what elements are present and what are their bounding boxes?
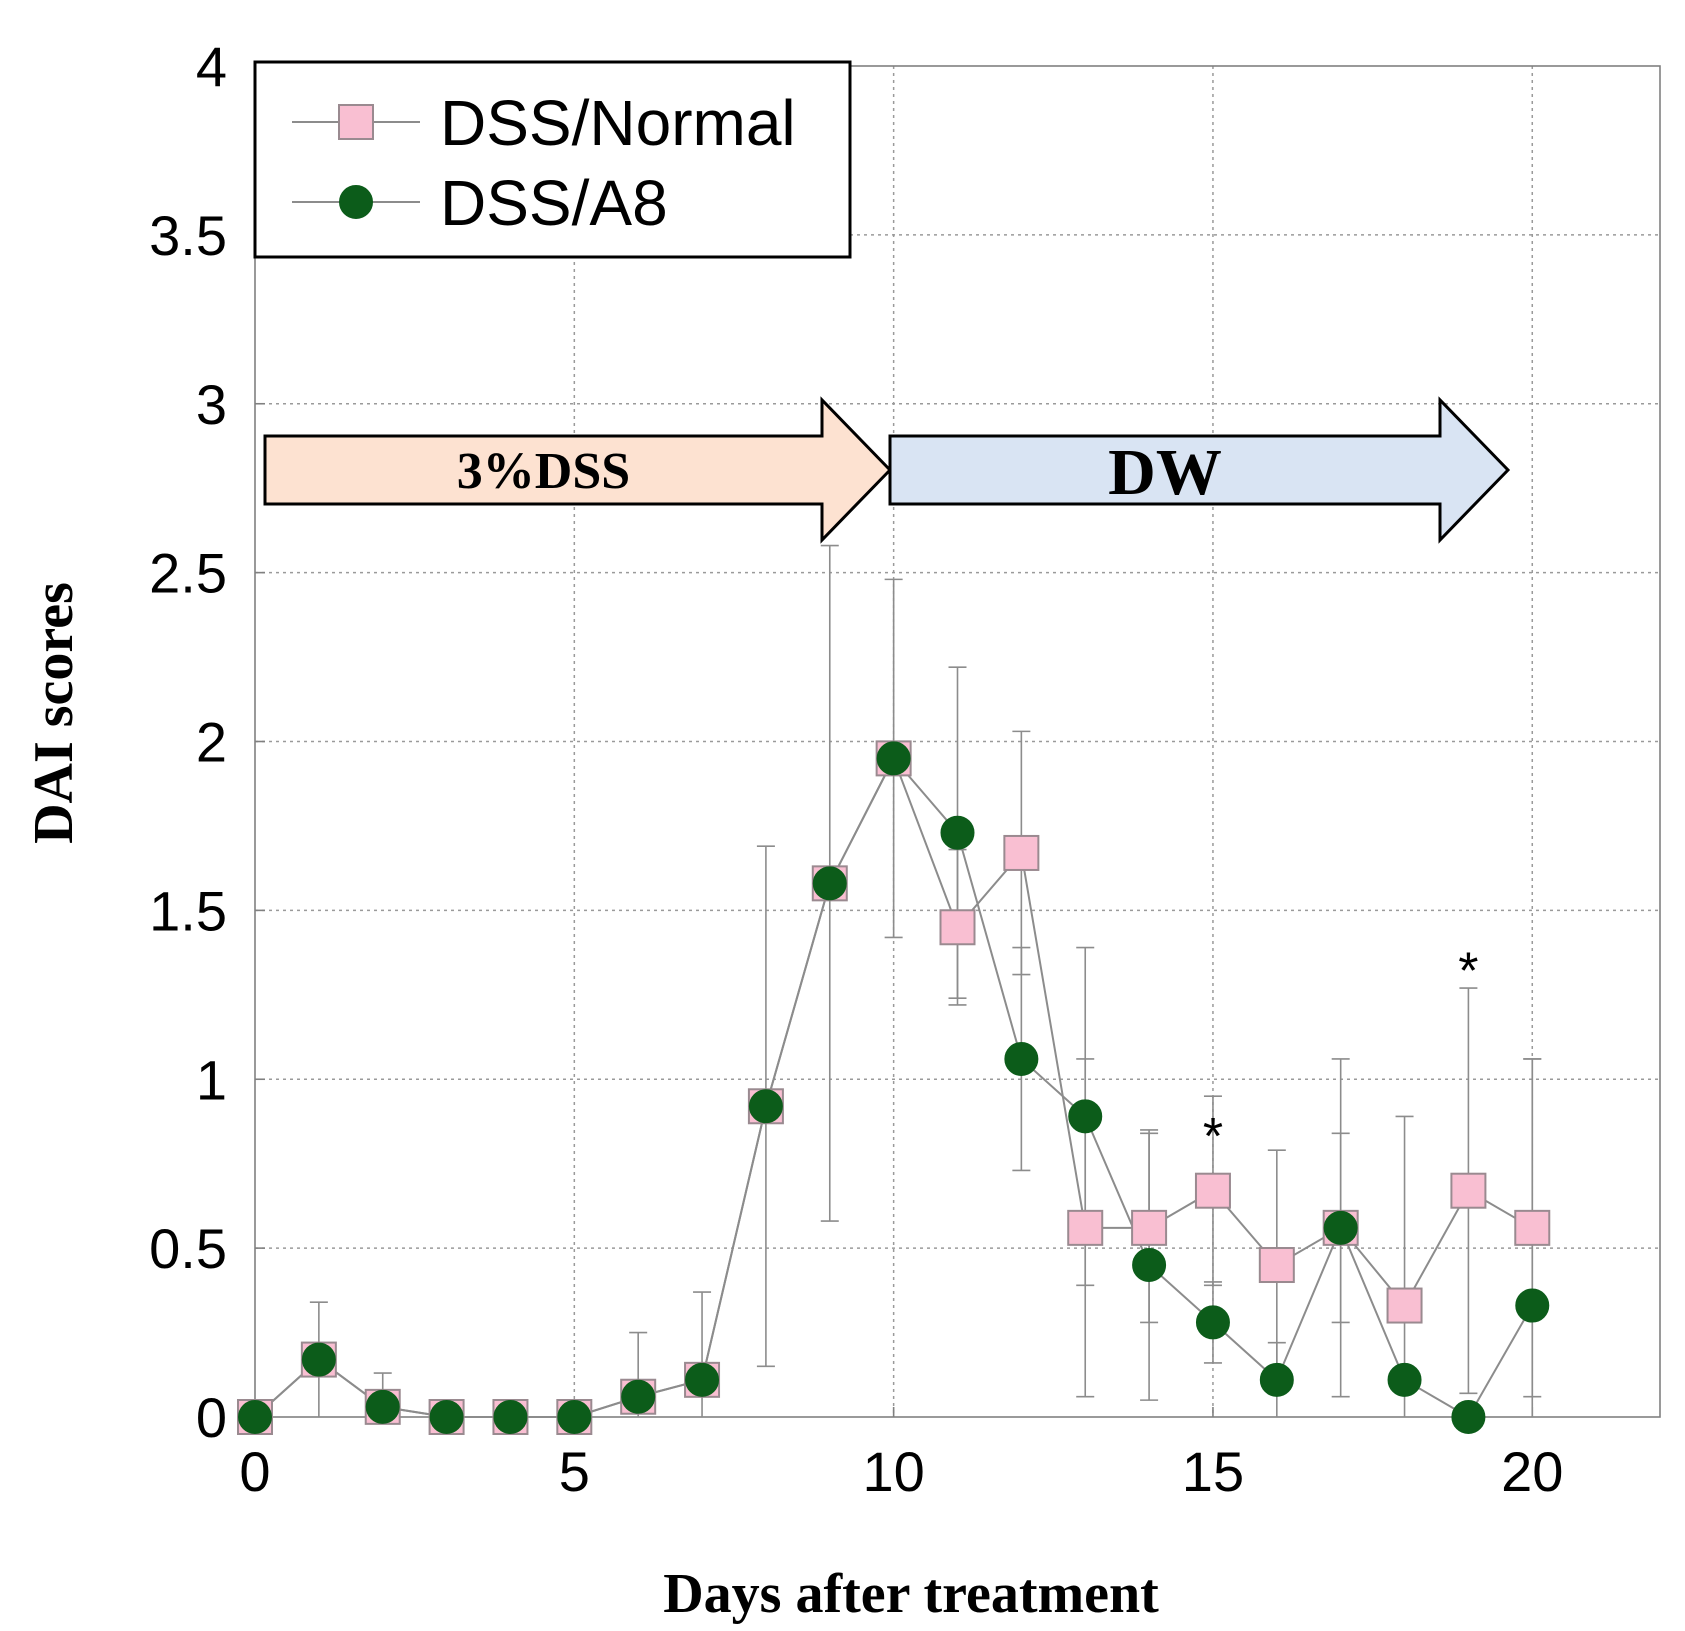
y-tick-label-7: 3.5: [149, 204, 227, 267]
phase-arrow-0: [263, 396, 893, 544]
legend-box: [253, 60, 852, 259]
point-circle-11: [940, 815, 975, 850]
series-markers: [237, 740, 1551, 1435]
point-square-11: [939, 909, 976, 946]
point-circle-5: [557, 1400, 592, 1434]
phase-arrows: 3%DSS DW: [263, 396, 1511, 544]
legend-label-1: DSS/A8: [440, 167, 668, 239]
x-tick-label-3: 15: [1182, 1440, 1244, 1503]
legend-label-0: DSS/Normal: [440, 87, 796, 159]
axis-layer: 0 5 10 15 20 0 0.5 1 1.5 2 2.5 3 3.5 4: [149, 35, 1661, 1503]
legend-square-swatch: [338, 104, 374, 140]
point-circle-6: [621, 1379, 656, 1414]
point-circle-8: [748, 1089, 783, 1124]
point-circle-12: [1004, 1041, 1039, 1076]
significance-annotations: **: [1203, 942, 1479, 1165]
point-circle-18: [1387, 1362, 1422, 1397]
point-square-13: [1067, 1209, 1104, 1246]
point-circle-7: [685, 1362, 720, 1397]
significance-marker-1: *: [1458, 942, 1478, 1000]
x-tick-label-0: 0: [239, 1440, 270, 1503]
point-circle-4: [493, 1400, 528, 1434]
phase-arrow-1: [888, 396, 1511, 544]
axis-titles: Days after treatment DAI scores: [23, 582, 1159, 1625]
point-square-20: [1514, 1209, 1551, 1246]
point-circle-20: [1515, 1288, 1550, 1323]
y-tick-label-1: 0.5: [149, 1217, 227, 1280]
y-axis-title: DAI scores: [23, 582, 85, 844]
y-tick-label-4: 2: [196, 711, 227, 774]
significance-marker-0: *: [1203, 1108, 1223, 1166]
x-tick-label-4: 20: [1501, 1440, 1563, 1503]
point-circle-0: [238, 1400, 272, 1434]
y-tick-label-6: 3: [196, 373, 227, 436]
x-axis-title: Days after treatment: [663, 1563, 1159, 1625]
phase-label-1: DW: [1108, 436, 1222, 509]
y-tick-label-2: 1: [196, 1048, 227, 1111]
legend-circle-swatch: [339, 185, 373, 219]
y-tick-label-3: 1.5: [149, 879, 227, 942]
x-tick-label-2: 10: [862, 1440, 924, 1503]
point-square-15: [1194, 1172, 1231, 1209]
point-circle-13: [1068, 1099, 1103, 1134]
point-circle-10: [876, 741, 911, 776]
point-square-19: [1450, 1172, 1487, 1209]
point-circle-9: [812, 866, 847, 901]
x-tick-label-1: 5: [559, 1440, 590, 1503]
point-square-18: [1386, 1287, 1423, 1324]
point-circle-14: [1132, 1248, 1167, 1283]
point-circle-19: [1451, 1400, 1486, 1434]
point-circle-17: [1323, 1210, 1358, 1245]
point-circle-16: [1259, 1362, 1294, 1397]
point-square-14: [1131, 1209, 1168, 1246]
point-square-12: [1003, 834, 1040, 871]
point-circle-3: [429, 1400, 464, 1434]
point-square-16: [1258, 1247, 1295, 1284]
legend: DSS/Normal DSS/A8: [253, 60, 852, 259]
point-circle-2: [365, 1389, 400, 1424]
grid-layer: [255, 66, 1660, 1417]
point-circle-1: [301, 1342, 336, 1377]
phase-label-0: 3%DSS: [457, 443, 630, 500]
point-circle-15: [1195, 1305, 1230, 1340]
y-tick-label-8: 4: [196, 35, 227, 98]
y-tick-label-0: 0: [196, 1386, 227, 1449]
y-tick-label-5: 2.5: [149, 542, 227, 605]
